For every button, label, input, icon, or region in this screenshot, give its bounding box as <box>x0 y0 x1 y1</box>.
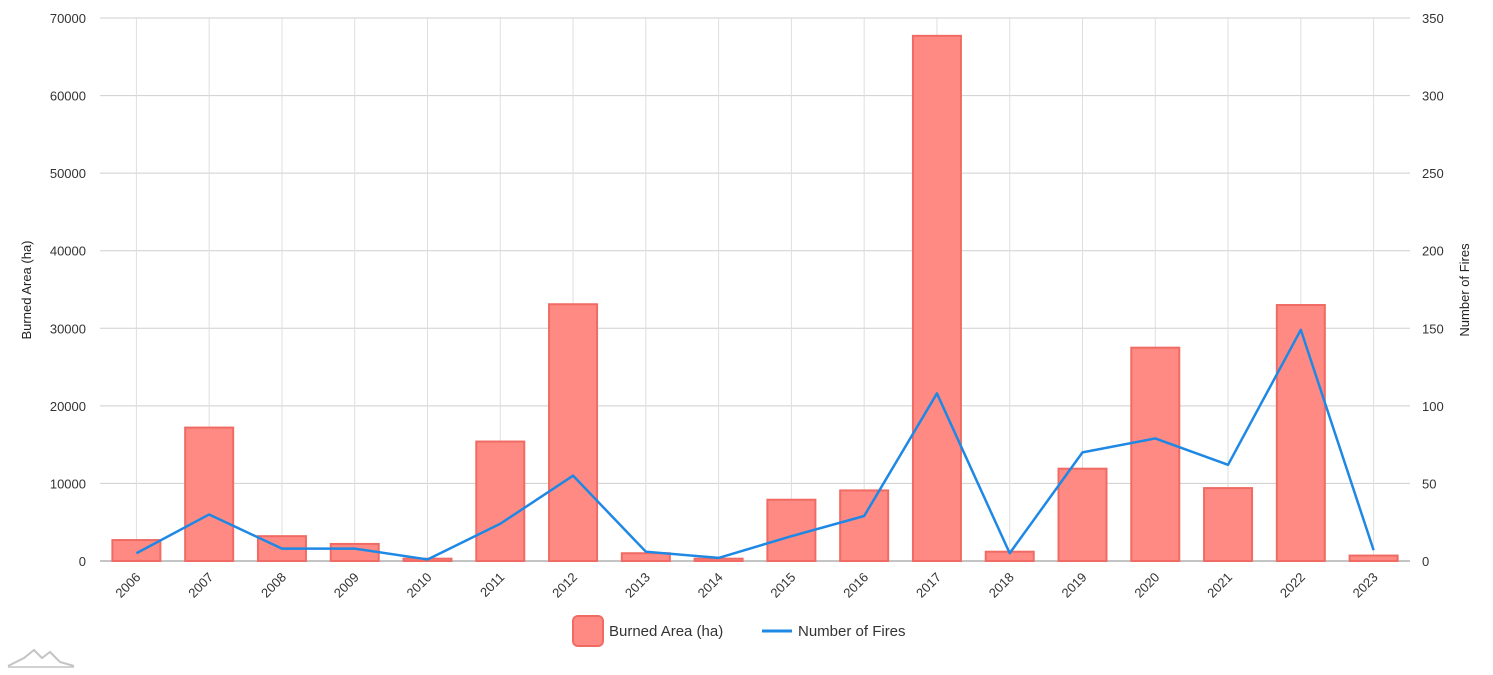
right-tick-label: 150 <box>1422 321 1444 336</box>
bar-series-burned-area <box>111 34 1399 563</box>
x-tick-label: 2006 <box>112 570 143 601</box>
gridlines <box>100 17 1410 562</box>
legend-item-burned-area[interactable]: Burned Area (ha) <box>572 615 723 647</box>
left-tick-label: 0 <box>79 554 86 569</box>
x-tick-label: 2022 <box>1277 570 1308 601</box>
bar-2023[interactable] <box>1348 554 1399 563</box>
right-tick-label: 200 <box>1422 244 1444 259</box>
legend-swatch-burned-area <box>572 615 604 647</box>
left-tick-label: 20000 <box>50 399 86 414</box>
bar-2012[interactable] <box>548 303 599 562</box>
bar-2017[interactable] <box>911 34 962 562</box>
x-tick-label: 2009 <box>331 570 362 601</box>
right-tick-label: 250 <box>1422 166 1444 181</box>
bar-2015[interactable] <box>766 498 817 562</box>
legend: Burned Area (ha) Number of Fires <box>572 615 906 647</box>
x-tick-label: 2019 <box>1059 570 1090 601</box>
bar-2007[interactable] <box>184 426 235 562</box>
bar-2009[interactable] <box>329 542 380 562</box>
x-tick-label: 2018 <box>986 570 1017 601</box>
x-tick-label: 2007 <box>185 570 216 601</box>
right-tick-label: 50 <box>1422 476 1436 491</box>
left-tick-label: 50000 <box>50 166 86 181</box>
bar-2016[interactable] <box>839 489 890 562</box>
x-tick-label: 2021 <box>1204 570 1235 601</box>
bar-2019[interactable] <box>1057 467 1108 562</box>
right-tick-label: 0 <box>1422 554 1429 569</box>
x-tick-label: 2013 <box>622 570 653 601</box>
bar-2013[interactable] <box>620 552 671 563</box>
right-tick-label: 350 <box>1422 11 1444 26</box>
x-tick-label: 2016 <box>840 570 871 601</box>
left-axis-title: Burned Area (ha) <box>19 240 34 339</box>
x-tick-label: 2015 <box>767 570 798 601</box>
right-tick-label: 300 <box>1422 89 1444 104</box>
right-axis-ticks: 0 50 100 150 200 250 300 350 <box>1422 11 1444 569</box>
left-tick-label: 10000 <box>50 476 86 491</box>
x-tick-label: 2012 <box>549 570 580 601</box>
right-axis-title: Number of Fires <box>1457 243 1472 337</box>
chart-logo-icon <box>7 648 75 668</box>
line-series-number-of-fires <box>135 328 1375 561</box>
left-tick-label: 30000 <box>50 321 86 336</box>
bar-2006[interactable] <box>111 539 162 563</box>
left-tick-label: 40000 <box>50 244 86 259</box>
x-tick-label: 2023 <box>1350 570 1381 601</box>
x-tick-label: 2020 <box>1131 570 1162 601</box>
bar-2020[interactable] <box>1130 346 1181 562</box>
left-tick-label: 70000 <box>50 11 86 26</box>
x-tick-label: 2011 <box>477 570 507 600</box>
legend-label-burned-area: Burned Area (ha) <box>609 623 723 640</box>
x-tick-label: 2008 <box>258 570 289 601</box>
right-tick-label: 100 <box>1422 399 1444 414</box>
left-tick-label: 60000 <box>50 89 86 104</box>
bar-2011[interactable] <box>475 440 526 563</box>
x-tick-label: 2010 <box>404 570 435 601</box>
x-axis-ticks: 2006 2007 2008 2009 2010 2011 2012 2013 2014 2015… <box>112 570 1380 601</box>
bar-2021[interactable] <box>1203 487 1254 562</box>
fires-line[interactable] <box>135 328 1375 561</box>
x-tick-label: 2017 <box>913 570 944 601</box>
legend-label-number-of-fires: Number of Fires <box>798 623 906 640</box>
x-tick-label: 2014 <box>695 570 726 601</box>
legend-item-number-of-fires[interactable]: Number of Fires <box>762 623 906 640</box>
left-axis-ticks: 0 10000 20000 30000 40000 50000 60000 70000 <box>50 11 86 569</box>
bar-2022[interactable] <box>1275 304 1326 562</box>
